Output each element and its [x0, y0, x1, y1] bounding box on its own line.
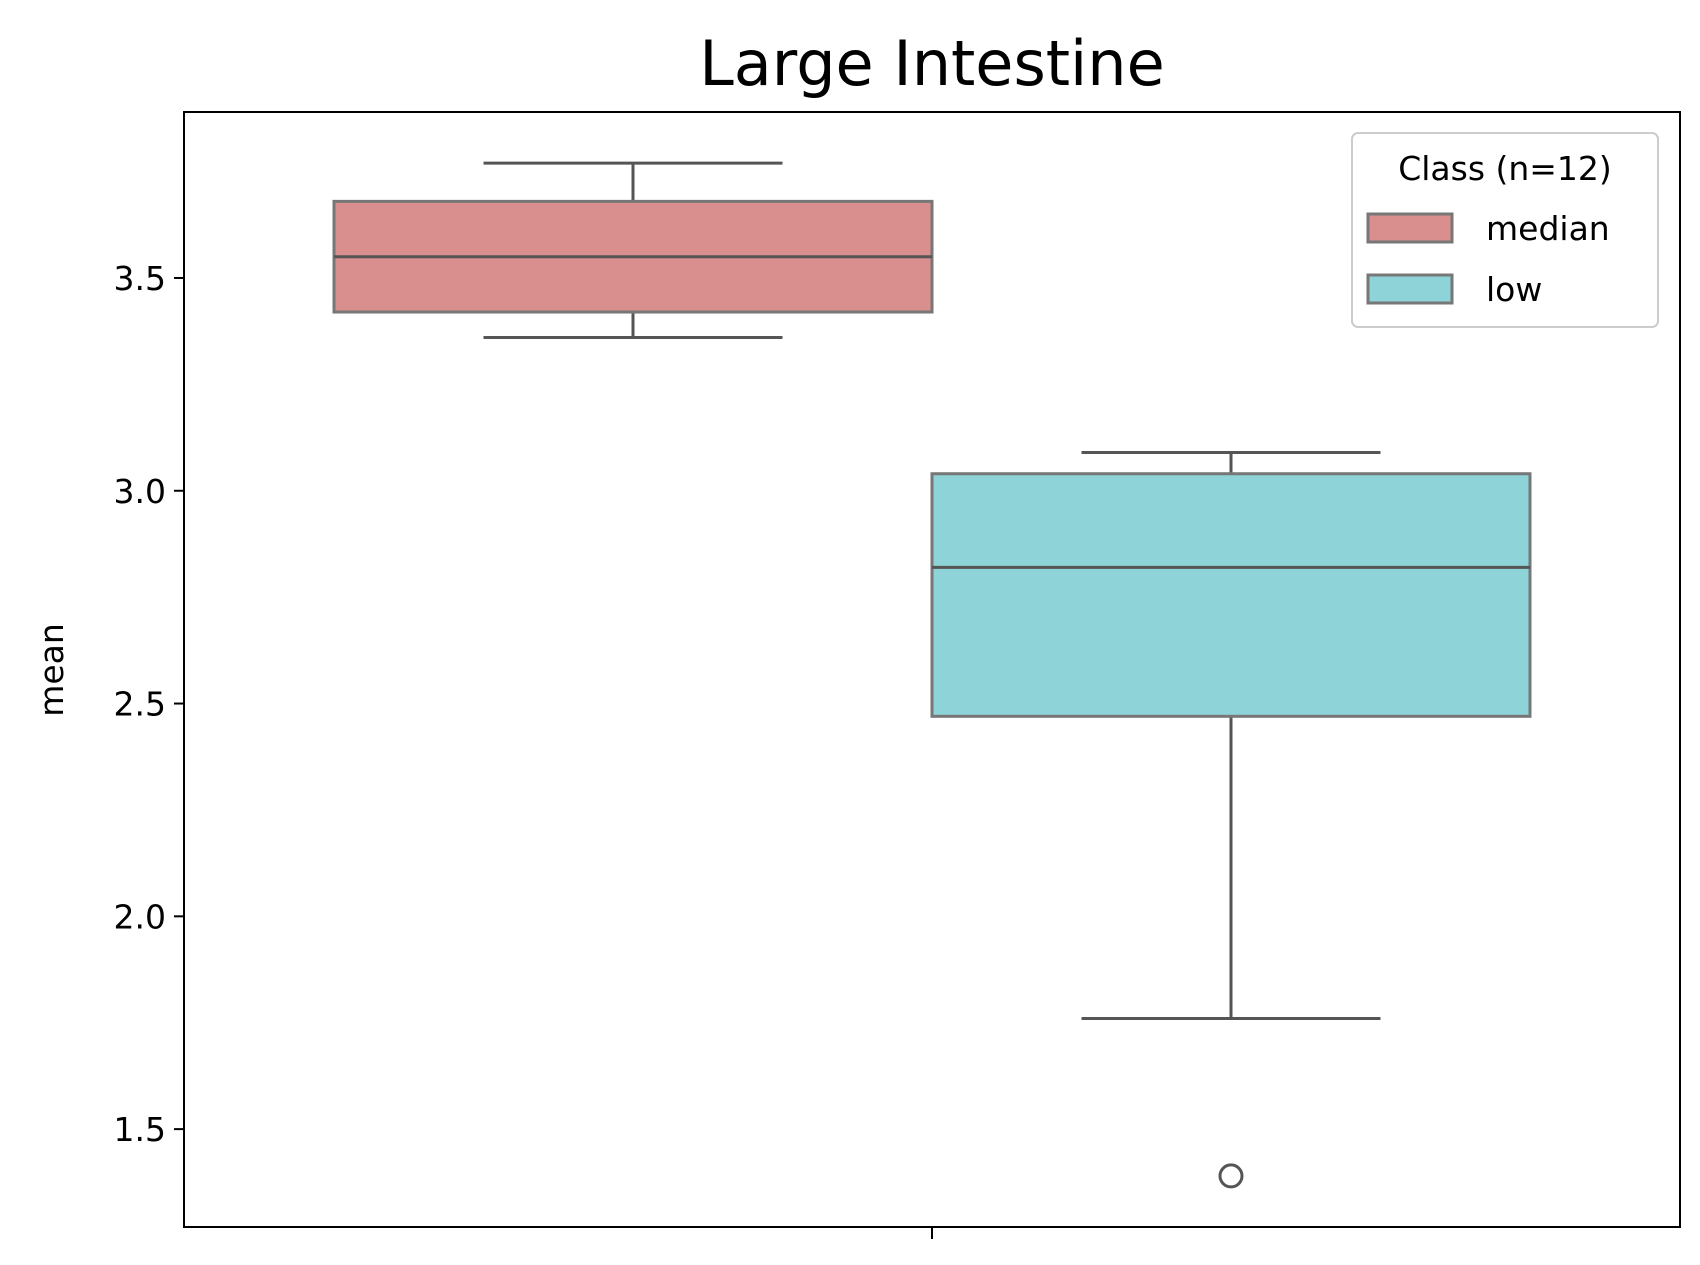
box-low [930, 450, 1532, 1189]
y-axis: 1.5 2.0 2.5 3.0 3.5 [114, 259, 184, 1149]
legend-swatch-median [1366, 212, 1454, 244]
y-tick-label-1: 2.0 [114, 897, 166, 936]
box-series-group [332, 161, 1532, 1189]
y-tick-label-3: 3.0 [114, 472, 166, 511]
y-axis-label: mean [32, 623, 71, 717]
box-median [332, 161, 934, 340]
legend-swatch-low [1366, 273, 1454, 305]
legend-label-median: median [1486, 209, 1610, 248]
y-tick-label-2: 2.5 [114, 685, 166, 724]
y-tick-label-0: 1.5 [114, 1110, 166, 1149]
y-tick-label-4: 3.5 [114, 259, 166, 298]
legend: Class (n=12) median low [1351, 132, 1659, 328]
legend-label-low: low [1486, 270, 1542, 309]
legend-entries: median low [1366, 209, 1610, 309]
outlier-low-0 [1218, 1163, 1244, 1189]
chart-title: Large Intestine [699, 27, 1164, 100]
legend-title: Class (n=12) [1398, 149, 1612, 188]
iqr-box-low [930, 472, 1532, 718]
